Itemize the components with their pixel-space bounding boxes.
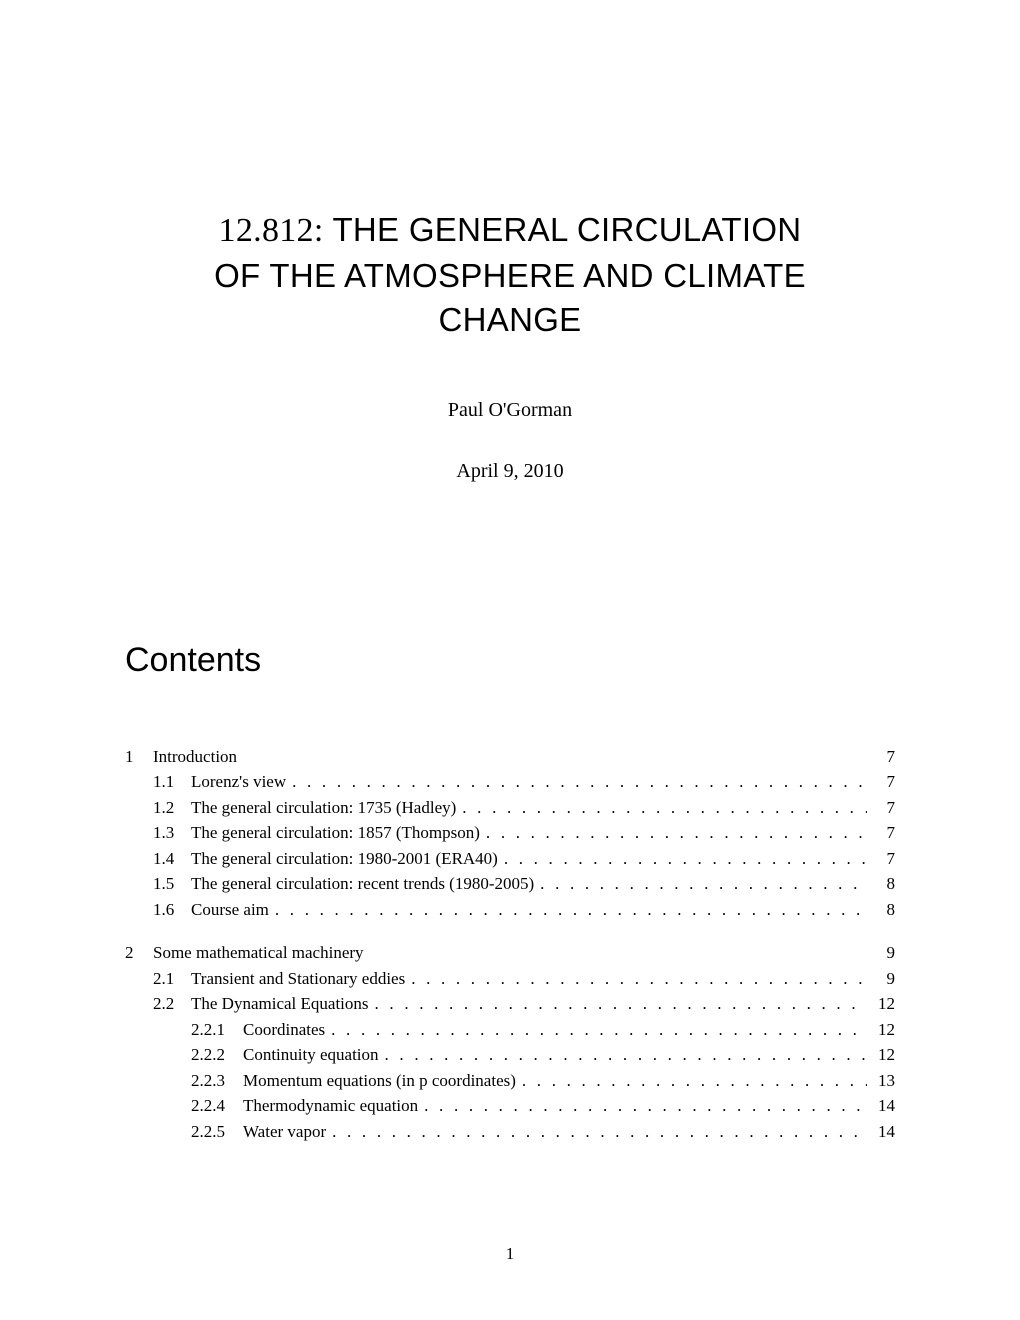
- toc-dot-leader: [375, 991, 867, 1017]
- toc-subsection-number: 2.2: [153, 991, 191, 1017]
- toc-page-number: 8: [873, 871, 895, 897]
- toc-dot-leader: [331, 1017, 867, 1043]
- toc-subsection-number: 1.4: [153, 846, 191, 872]
- toc-dot-leader: [504, 846, 867, 872]
- toc-page-number: 9: [873, 966, 895, 992]
- toc-subsection-row: 1.4 The general circulation: 1980-2001 (…: [125, 846, 895, 872]
- toc-subsection-title: The general circulation: 1735 (Hadley): [191, 795, 456, 821]
- toc-chapter-row: 2 Some mathematical machinery 9: [125, 940, 895, 966]
- toc-section: 1 Introduction 7 1.1 Lorenz's view 7 1.2…: [125, 744, 895, 923]
- toc-page-number: 7: [873, 820, 895, 846]
- toc-subsubsection-row: 2.2.1 Coordinates 12: [125, 1017, 895, 1043]
- toc-subsection-number: 1.6: [153, 897, 191, 923]
- toc-subsubsection-title: Continuity equation: [243, 1042, 379, 1068]
- toc-subsection-row: 2.2 The Dynamical Equations 12: [125, 991, 895, 1017]
- toc-subsubsection-row: 2.2.4 Thermodynamic equation 14: [125, 1093, 895, 1119]
- toc-page-number: 7: [873, 846, 895, 872]
- toc-dot-leader: [411, 966, 867, 992]
- toc-subsection-number: 1.3: [153, 820, 191, 846]
- toc-subsubsection-number: 2.2.3: [191, 1068, 243, 1094]
- toc-subsubsection-title: Coordinates: [243, 1017, 325, 1043]
- toc-page-number: 12: [873, 1017, 895, 1043]
- toc-chapter-number: 1: [125, 744, 153, 770]
- toc-subsubsection-number: 2.2.5: [191, 1119, 243, 1145]
- toc-subsubsection-row: 2.2.5 Water vapor 14: [125, 1119, 895, 1145]
- toc-page-number: 14: [873, 1119, 895, 1145]
- author: Paul O'Gorman: [125, 399, 895, 422]
- toc-page-number: 13: [873, 1068, 895, 1094]
- toc-dot-leader: [462, 795, 867, 821]
- toc-dot-leader: [424, 1093, 867, 1119]
- toc-subsection-row: 1.2 The general circulation: 1735 (Hadle…: [125, 795, 895, 821]
- table-of-contents: 1 Introduction 7 1.1 Lorenz's view 7 1.2…: [125, 744, 895, 1145]
- toc-subsection-number: 2.1: [153, 966, 191, 992]
- toc-subsection-row: 1.6 Course aim 8: [125, 897, 895, 923]
- toc-subsubsection-number: 2.2.2: [191, 1042, 243, 1068]
- toc-subsection-title: The Dynamical Equations: [191, 991, 369, 1017]
- page-number: 1: [0, 1244, 1020, 1264]
- toc-dot-leader: [292, 769, 867, 795]
- toc-dot-leader: [522, 1068, 867, 1094]
- toc-subsubsection-number: 2.2.1: [191, 1017, 243, 1043]
- toc-subsubsection-row: 2.2.2 Continuity equation 12: [125, 1042, 895, 1068]
- title-line1: THE GENERAL CIRCULATION: [324, 211, 802, 248]
- contents-heading: Contents: [125, 641, 895, 680]
- toc-page-number: 12: [873, 991, 895, 1017]
- toc-dot-leader: [332, 1119, 867, 1145]
- toc-subsubsection-title: Thermodynamic equation: [243, 1093, 418, 1119]
- toc-subsection-title: The general circulation: 1857 (Thompson): [191, 820, 480, 846]
- toc-chapter-number: 2: [125, 940, 153, 966]
- title-line3: CHANGE: [439, 301, 582, 338]
- toc-subsection-title: Course aim: [191, 897, 269, 923]
- toc-page-number: 8: [873, 897, 895, 923]
- toc-dot-leader: [385, 1042, 867, 1068]
- toc-chapter-title: Introduction: [153, 744, 237, 770]
- toc-dot-leader: [275, 897, 867, 923]
- toc-subsection-row: 1.1 Lorenz's view 7: [125, 769, 895, 795]
- toc-page-number: 14: [873, 1093, 895, 1119]
- toc-section: 2 Some mathematical machinery 9 2.1 Tran…: [125, 940, 895, 1144]
- toc-subsection-row: 2.1 Transient and Stationary eddies 9: [125, 966, 895, 992]
- toc-subsection-row: 1.3 The general circulation: 1857 (Thomp…: [125, 820, 895, 846]
- toc-chapter-title: Some mathematical machinery: [153, 940, 364, 966]
- page-title: 12.812: THE GENERAL CIRCULATION OF THE A…: [125, 208, 895, 343]
- toc-subsection-number: 1.2: [153, 795, 191, 821]
- toc-dot-leader: [540, 871, 867, 897]
- toc-page-number: 7: [873, 795, 895, 821]
- toc-subsection-title: Transient and Stationary eddies: [191, 966, 405, 992]
- toc-chapter-row: 1 Introduction 7: [125, 744, 895, 770]
- title-course-number: 12.812:: [219, 212, 324, 249]
- toc-subsubsection-title: Momentum equations (in p coordinates): [243, 1068, 516, 1094]
- toc-subsection-title: Lorenz's view: [191, 769, 286, 795]
- toc-page-number: 12: [873, 1042, 895, 1068]
- toc-subsubsection-title: Water vapor: [243, 1119, 326, 1145]
- toc-subsection-title: The general circulation: recent trends (…: [191, 871, 534, 897]
- toc-page-number: 7: [873, 769, 895, 795]
- toc-subsubsection-number: 2.2.4: [191, 1093, 243, 1119]
- title-line2: OF THE ATMOSPHERE AND CLIMATE: [214, 257, 806, 294]
- toc-page-number: 7: [873, 744, 895, 770]
- toc-page-number: 9: [873, 940, 895, 966]
- toc-subsection-number: 1.1: [153, 769, 191, 795]
- toc-subsubsection-row: 2.2.3 Momentum equations (in p coordinat…: [125, 1068, 895, 1094]
- date: April 9, 2010: [125, 460, 895, 483]
- toc-dot-leader: [486, 820, 867, 846]
- toc-subsection-row: 1.5 The general circulation: recent tren…: [125, 871, 895, 897]
- toc-subsection-title: The general circulation: 1980-2001 (ERA4…: [191, 846, 498, 872]
- toc-subsection-number: 1.5: [153, 871, 191, 897]
